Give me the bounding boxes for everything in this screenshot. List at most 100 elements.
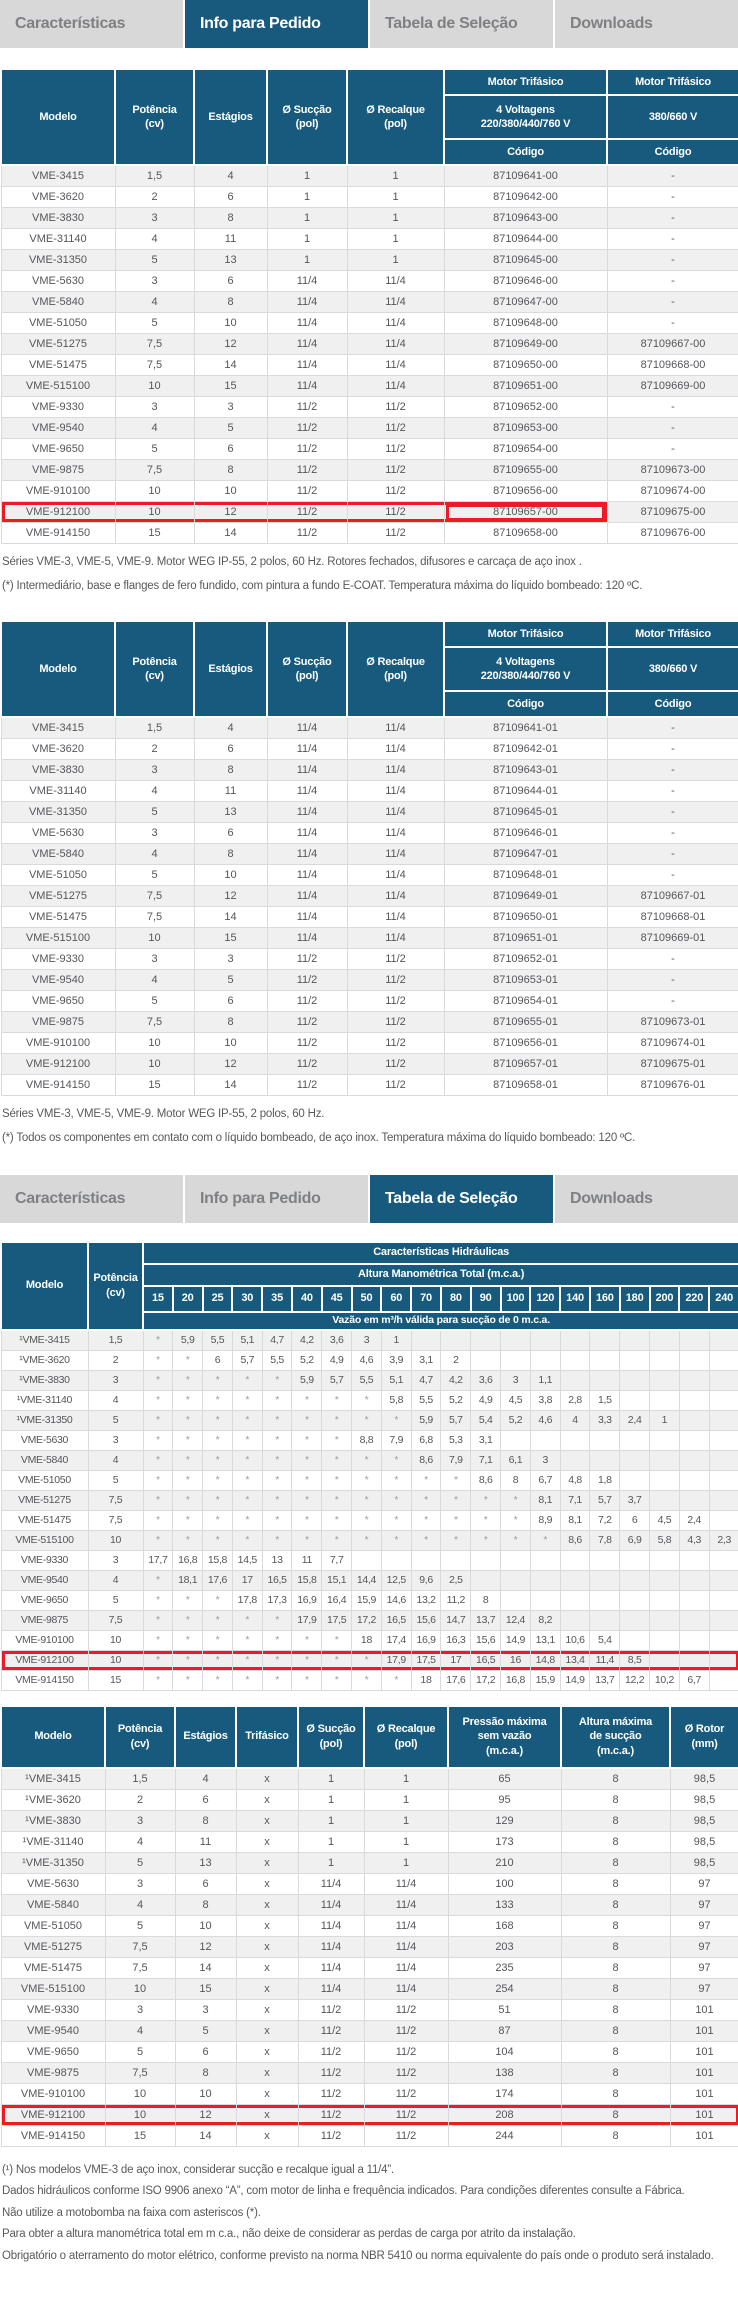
cell: * — [380, 1529, 412, 1551]
cell: 11/4 — [346, 375, 445, 397]
group-header-altura-manometrica: Altura Manométrica Total (m.c.a.) — [141, 1262, 738, 1287]
cell — [470, 1329, 502, 1351]
cell: 11/2 — [266, 990, 348, 1013]
cell: 8 — [560, 2019, 671, 2042]
cell: 6,7 — [678, 1669, 710, 1691]
cell: 8 — [560, 1830, 671, 1853]
cell: 2 — [114, 738, 195, 761]
cell — [678, 1429, 710, 1451]
model-cell: VME-9875 — [0, 2061, 106, 2084]
cell: * — [321, 1429, 353, 1451]
model-cell: VME-9540 — [0, 969, 116, 992]
model-cell: VME-3620 — [0, 186, 116, 208]
tab-downloads[interactable]: Downloads — [555, 1174, 738, 1223]
cell: 5,8 — [649, 1529, 680, 1551]
cell: 87109654-01 — [443, 990, 608, 1013]
cell: 15 — [193, 927, 268, 950]
cell: 16,9 — [291, 1589, 323, 1611]
cell: * — [202, 1369, 233, 1391]
cell: 87109648-00 — [443, 312, 608, 334]
tab-info-para-pedido[interactable]: Info para Pedido — [185, 0, 368, 48]
cell: * — [291, 1429, 323, 1451]
tab-caracteristicas[interactable]: Características — [0, 1174, 183, 1223]
cell: 10 — [104, 2103, 176, 2126]
cell — [708, 1609, 738, 1631]
cell: 8 — [560, 1788, 671, 1811]
cell: * — [321, 1509, 353, 1531]
table-row: VME-3620 2 6 11/4 11/4 87109642-01- — [0, 738, 738, 761]
cell: x — [235, 2061, 299, 2084]
model-cell: VME-9650 — [0, 990, 116, 1013]
model-cell: ¹VME-3830 — [0, 1369, 89, 1391]
cell: * — [470, 1529, 502, 1551]
cell: 5,4 — [470, 1409, 502, 1431]
cell: 87109646-01 — [443, 822, 608, 845]
cell: 5,2 — [500, 1409, 531, 1431]
cell: 17,6 — [202, 1569, 233, 1591]
cell: 15,8 — [202, 1549, 233, 1571]
cell: 11/4 — [266, 270, 348, 292]
tab-downloads[interactable]: Downloads — [555, 0, 738, 48]
cell: 17,5 — [410, 1649, 442, 1671]
cell: 8 — [560, 2124, 671, 2147]
cell: * — [142, 1629, 174, 1651]
amt-tick: 100 — [499, 1284, 532, 1313]
model-cell: VME-9540 — [0, 417, 116, 439]
col-header-motor-trifasico-380-660: Motor Trifásico — [606, 620, 738, 649]
table-row: VME-912100 10 12 11/2 11/2 87109657-01 8710967… — [0, 1053, 738, 1076]
cell: 16,5 — [261, 1569, 293, 1591]
cell: * — [351, 1449, 382, 1471]
cell: 87109668-00 — [606, 354, 738, 376]
cell: 6,7 — [529, 1469, 561, 1491]
model-cell: VME-5840 — [0, 1449, 89, 1471]
cell: * — [142, 1349, 174, 1371]
amt-tick: 200 — [648, 1284, 681, 1313]
cell: * — [291, 1489, 323, 1511]
cell: * — [142, 1649, 174, 1671]
cell: 7,5 — [104, 1935, 176, 1958]
cell: 6 — [193, 990, 268, 1013]
cell: * — [410, 1469, 442, 1491]
cell: 11/4 — [346, 333, 445, 355]
cell: 4 — [114, 291, 195, 313]
cell: 5 — [193, 969, 268, 992]
cell: - — [606, 270, 738, 292]
cell: 4,6 — [529, 1409, 561, 1431]
cell — [708, 1489, 738, 1511]
cell: 11/4 — [346, 885, 445, 908]
tab-caracteristicas[interactable]: Características — [0, 0, 183, 48]
cell: 8 — [560, 1935, 671, 1958]
col-header-recalque: Ø Recalque (pol) — [346, 68, 445, 166]
cell: 11/4 — [363, 1935, 449, 1958]
model-cell: ¹VME-31140 — [0, 1830, 106, 1853]
model-cell: VME-51475 — [0, 906, 116, 929]
cell: 4,3 — [678, 1529, 710, 1551]
table-row: VME-5630 3 6 11/4 11/4 87109646-00- — [0, 270, 738, 292]
cell: 5 — [114, 864, 195, 887]
cell: x — [235, 1851, 299, 1874]
cell: 1 — [380, 1329, 412, 1351]
tab-tabela-de-selecao[interactable]: Tabela de Seleção — [370, 0, 553, 48]
tab-tabela-de-selecao[interactable]: Tabela de Seleção — [370, 1174, 553, 1223]
table-row: VME-9540 4 * 18,1 17,6 17 16,5 15,8 15,1 14,4 12,5… — [0, 1569, 738, 1591]
cell: * — [142, 1429, 174, 1451]
order-table-inox-body: VME-3415 1,5 4 11/4 11/4 87109641-01- VME-3620… — [0, 716, 738, 1097]
cell: 14,8 — [529, 1649, 561, 1671]
tab-info-para-pedido[interactable]: Info para Pedido — [185, 1174, 368, 1223]
cell — [649, 1549, 680, 1571]
table-row: VME-51050 5 10 x 11/4 11/4 168 8 97 — [0, 1914, 738, 1937]
cell: 6,9 — [619, 1529, 651, 1551]
cell: * — [202, 1489, 233, 1511]
cell: * — [351, 1669, 382, 1691]
cell: 11/2 — [346, 1011, 445, 1034]
cell — [708, 1569, 738, 1591]
cell — [708, 1669, 738, 1691]
cell: 11/2 — [266, 501, 348, 523]
cell: 16,9 — [410, 1629, 442, 1651]
cell: 11/2 — [297, 2124, 365, 2147]
cell: 4,2 — [440, 1369, 472, 1391]
cell: 5,3 — [440, 1429, 472, 1451]
cell: 11/4 — [346, 312, 445, 334]
cell: * — [261, 1609, 293, 1631]
cell: 3 — [114, 270, 195, 292]
